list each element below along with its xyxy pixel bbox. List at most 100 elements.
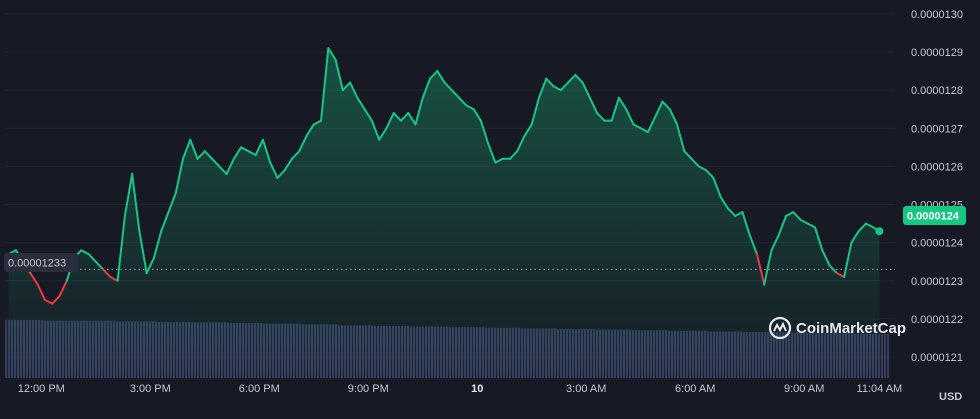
price-line-segment bbox=[203, 150, 214, 160]
price-line-segment bbox=[777, 214, 788, 237]
volume-bar bbox=[887, 333, 890, 378]
price-line-segment bbox=[538, 77, 548, 99]
price-line-segment bbox=[305, 123, 315, 137]
price-line-segment bbox=[94, 260, 105, 271]
price-line-segment bbox=[283, 157, 293, 172]
price-line-segment bbox=[588, 96, 599, 115]
price-line-segment bbox=[160, 211, 170, 233]
price-line-segment bbox=[182, 138, 192, 160]
price-line-segment bbox=[596, 112, 606, 122]
price-line-segment bbox=[835, 272, 846, 278]
price-line-segment bbox=[726, 207, 737, 217]
price-line-segment bbox=[254, 138, 264, 156]
price-line-segment bbox=[392, 112, 402, 122]
price-line-segment bbox=[705, 169, 715, 179]
price-line-segment bbox=[356, 96, 366, 111]
price-line-segment bbox=[864, 222, 875, 229]
price-line-segment bbox=[36, 283, 46, 301]
price-line-segment bbox=[552, 85, 562, 92]
price-line-segment bbox=[530, 96, 540, 126]
price-line-segment bbox=[407, 112, 417, 126]
price-line-segment bbox=[712, 176, 722, 198]
price-line-segment bbox=[676, 123, 686, 153]
price-line-segment bbox=[668, 108, 679, 126]
price-line-segment bbox=[87, 253, 97, 263]
price-line-segment bbox=[429, 70, 439, 80]
coinmarketcap-watermark: CoinMarketCap bbox=[768, 316, 906, 340]
current-price-dot bbox=[875, 227, 884, 236]
price-line-segment bbox=[508, 150, 519, 160]
price-line-segment bbox=[697, 165, 708, 172]
price-line-segment bbox=[43, 298, 54, 305]
x-tick-label: 9:00 PM bbox=[348, 383, 389, 395]
price-line-segment bbox=[821, 249, 831, 267]
reference-price-label: 0.00001233 bbox=[8, 258, 66, 270]
x-tick-label: 6:00 PM bbox=[239, 383, 280, 395]
price-line-segment bbox=[654, 100, 664, 118]
price-line-segment bbox=[363, 108, 373, 122]
price-line-segment bbox=[792, 211, 802, 221]
price-line-segment bbox=[719, 195, 729, 210]
y-tick-label: 0.0000129 bbox=[911, 47, 963, 59]
price-line-segment bbox=[225, 157, 235, 176]
price-line-segment bbox=[436, 70, 446, 84]
price-line-segment bbox=[545, 77, 555, 88]
price-line-segment bbox=[443, 81, 453, 92]
x-tick-label: 9:00 AM bbox=[784, 383, 824, 395]
price-line-segment bbox=[276, 169, 286, 179]
volume-bar bbox=[884, 333, 887, 378]
price-line-segment bbox=[218, 165, 228, 176]
price-line-segment bbox=[414, 96, 424, 126]
price-line-segment bbox=[123, 173, 134, 217]
volume-bar bbox=[5, 320, 8, 378]
price-line-segment bbox=[748, 234, 758, 256]
price-line-segment bbox=[806, 222, 817, 229]
coinmarketcap-logo-icon bbox=[768, 316, 792, 340]
price-line-segment bbox=[145, 256, 155, 275]
price-line-segment bbox=[269, 161, 279, 179]
price-line-segment bbox=[80, 249, 90, 256]
y-tick-label: 0.0000124 bbox=[911, 238, 963, 250]
price-line-segment bbox=[334, 58, 344, 92]
price-line-segment bbox=[625, 108, 635, 126]
y-tick-label: 0.0000128 bbox=[911, 85, 963, 97]
price-line-segment bbox=[617, 96, 628, 111]
price-line-segment bbox=[683, 150, 693, 160]
price-line-segment bbox=[102, 268, 112, 278]
price-line-segment bbox=[465, 104, 475, 111]
price-line-segment bbox=[116, 214, 126, 282]
price-line-segment bbox=[567, 73, 577, 84]
price-area bbox=[8, 48, 880, 378]
x-axis-labels: 12:00 PM 3:00 PM 6:00 PM 9:00 PM 10 3:00 AM 6:… bbox=[18, 383, 902, 395]
price-line-segment bbox=[247, 150, 257, 156]
y-tick-label: 0.0000130 bbox=[911, 9, 963, 21]
price-line-segment bbox=[327, 47, 337, 61]
x-tick-label: 3:00 PM bbox=[130, 383, 171, 395]
price-line-segment bbox=[189, 138, 199, 160]
price-line-segment bbox=[349, 81, 359, 99]
price-line-segment bbox=[646, 115, 657, 134]
price-line-segment bbox=[785, 211, 795, 217]
price-line-segment bbox=[174, 157, 184, 195]
price-line-segment bbox=[261, 138, 272, 164]
volume-bar bbox=[881, 333, 884, 378]
price-line-segment bbox=[479, 119, 490, 145]
current-price-label: 0.0000124 bbox=[907, 211, 960, 223]
price-line-segment bbox=[639, 127, 649, 134]
price-line-segment bbox=[298, 134, 308, 153]
price-line-segment bbox=[385, 112, 395, 130]
y-tick-label: 0.0000127 bbox=[911, 123, 963, 135]
price-line-segment bbox=[450, 89, 461, 99]
price-line-segment bbox=[559, 81, 570, 92]
price-line-segment bbox=[58, 279, 68, 298]
price-line-segment bbox=[109, 275, 119, 282]
price-line-segment bbox=[240, 146, 250, 153]
watermark-text: CoinMarketCap bbox=[796, 320, 906, 337]
price-line-segment bbox=[51, 295, 61, 305]
price-line-segment bbox=[690, 157, 700, 168]
price-line-segment bbox=[152, 230, 163, 259]
price-line-segment bbox=[755, 253, 766, 286]
price-line-segment bbox=[211, 157, 221, 168]
